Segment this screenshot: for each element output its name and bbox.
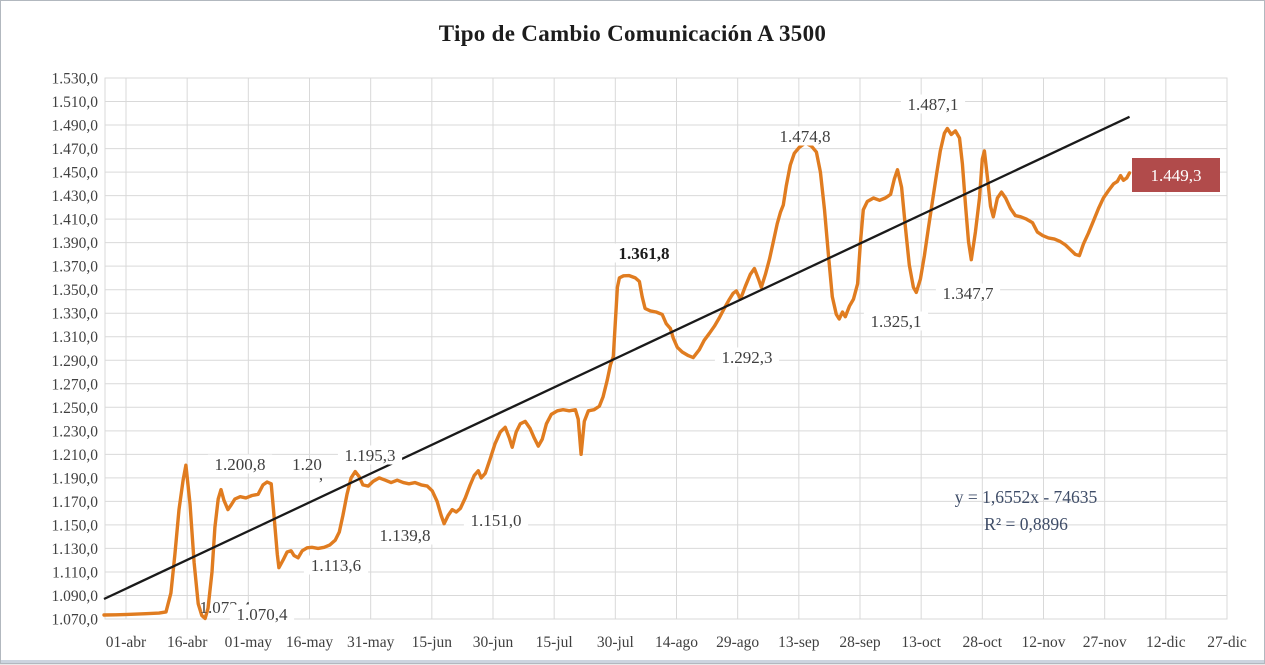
data-label: 1.449,3	[1151, 166, 1202, 185]
x-tick-label: 28-sep	[839, 634, 881, 651]
y-tick-label: 1.110,0	[52, 564, 98, 581]
y-tick-label: 1.330,0	[52, 306, 99, 323]
data-label-background	[303, 555, 369, 575]
axis-tick-labels: 1.530,0 1.510,0 1.490,0 1.470,0 1.450,0 1.430…	[52, 71, 1247, 652]
data-label: 1.151,0	[471, 511, 522, 530]
y-tick-label: 1.410,0	[52, 212, 99, 229]
data-label-background	[207, 454, 273, 474]
y-tick-label: 1.150,0	[52, 517, 99, 534]
y-tick-label: 1.370,0	[52, 259, 99, 276]
y-tick-label: 1.230,0	[52, 423, 99, 440]
data-label: 1.200,8	[215, 455, 266, 474]
data-label: 1.347,7	[943, 284, 995, 303]
trendline-r2-line: R² = 0,8896	[984, 514, 1068, 534]
data-label: 1.195,3	[345, 446, 396, 465]
x-tick-label: 30-jun	[473, 634, 514, 651]
x-tick-label: 14-ago	[655, 634, 698, 651]
window-bottom-edge	[1, 660, 1264, 663]
x-tick-label: 01-may	[225, 634, 273, 651]
x-tick-label: 15-jun	[412, 634, 453, 651]
y-tick-label: 1.290,0	[52, 353, 99, 370]
data-label: 1.474,8	[780, 127, 831, 146]
x-tick-label: 27-nov	[1083, 634, 1127, 651]
y-tick-label: 1.510,0	[52, 94, 99, 111]
x-tick-label: 16-may	[286, 634, 334, 651]
gridlines	[105, 77, 1228, 620]
x-tick-label: 30-jul	[597, 634, 634, 651]
x-tick-label: 12-nov	[1022, 634, 1066, 651]
data-label-background	[463, 510, 529, 530]
y-tick-label: 1.190,0	[52, 470, 99, 487]
y-tick-label: 1.470,0	[52, 141, 99, 158]
y-tick-label: 1.450,0	[52, 165, 99, 182]
x-tick-label: 12-dic	[1146, 634, 1186, 651]
y-tick-label: 1.390,0	[52, 235, 99, 252]
x-tick-label: 29-ago	[716, 634, 759, 651]
exchange-rate-series-line	[102, 126, 1132, 621]
y-tick-label: 1.270,0	[52, 376, 99, 393]
x-tick-label: 28-oct	[963, 634, 1003, 651]
data-label-background	[714, 347, 780, 367]
x-tick-label: 01-abr	[106, 634, 147, 651]
x-tick-label: 13-sep	[778, 634, 820, 651]
data-label-background	[229, 604, 295, 624]
data-label-background	[900, 94, 966, 114]
data-labels: 1.073,41.070,41.200,8 1.20,1.195,31.113,6…	[200, 94, 1220, 624]
data-label: 1.361,8	[619, 244, 670, 263]
data-label: 1.070,4	[237, 605, 289, 624]
y-tick-label: 1.490,0	[52, 118, 99, 135]
data-label: 1.139,8	[380, 526, 431, 545]
data-label-background	[935, 283, 1001, 303]
y-tick-label: 1.430,0	[52, 188, 99, 205]
trendline-equation-line: y = 1,6552x - 74635	[954, 487, 1098, 507]
x-tick-label: 16-abr	[167, 634, 208, 651]
data-label-background	[337, 445, 403, 465]
y-tick-label: 1.250,0	[52, 400, 99, 417]
x-tick-label: 13-oct	[901, 634, 941, 651]
y-tick-label: 1.090,0	[52, 588, 99, 605]
data-label: 1.20	[292, 455, 322, 474]
y-tick-label: 1.170,0	[52, 494, 99, 511]
data-label-background	[372, 525, 438, 545]
last-value-label-box	[1132, 158, 1220, 192]
data-label: 1.292,3	[722, 348, 773, 367]
chart-title: Tipo de Cambio Comunicación A 3500	[438, 21, 827, 46]
data-label: ,	[319, 465, 323, 484]
data-label-background	[611, 243, 677, 263]
data-label-background	[863, 311, 929, 331]
trendline-equation: y = 1,6552x - 74635 R² = 0,8896	[876, 484, 1176, 538]
x-tick-label: 27-dic	[1207, 634, 1247, 651]
data-label: 1.325,1	[871, 312, 922, 331]
y-tick-label: 1.210,0	[52, 447, 99, 464]
y-tick-label: 1.130,0	[52, 541, 99, 558]
y-tick-label: 1.310,0	[52, 329, 99, 346]
y-tick-label: 1.530,0	[52, 71, 99, 88]
data-label: 1.113,6	[311, 556, 361, 575]
x-tick-label: 31-may	[347, 634, 395, 651]
plot-border	[104, 77, 1228, 620]
x-tick-label: 15-jul	[536, 634, 573, 651]
y-tick-label: 1.350,0	[52, 282, 99, 299]
trendline	[103, 115, 1131, 601]
y-tick-label: 1.070,0	[52, 612, 99, 629]
data-label-background	[772, 126, 838, 146]
data-label: 1.487,1	[908, 95, 959, 114]
